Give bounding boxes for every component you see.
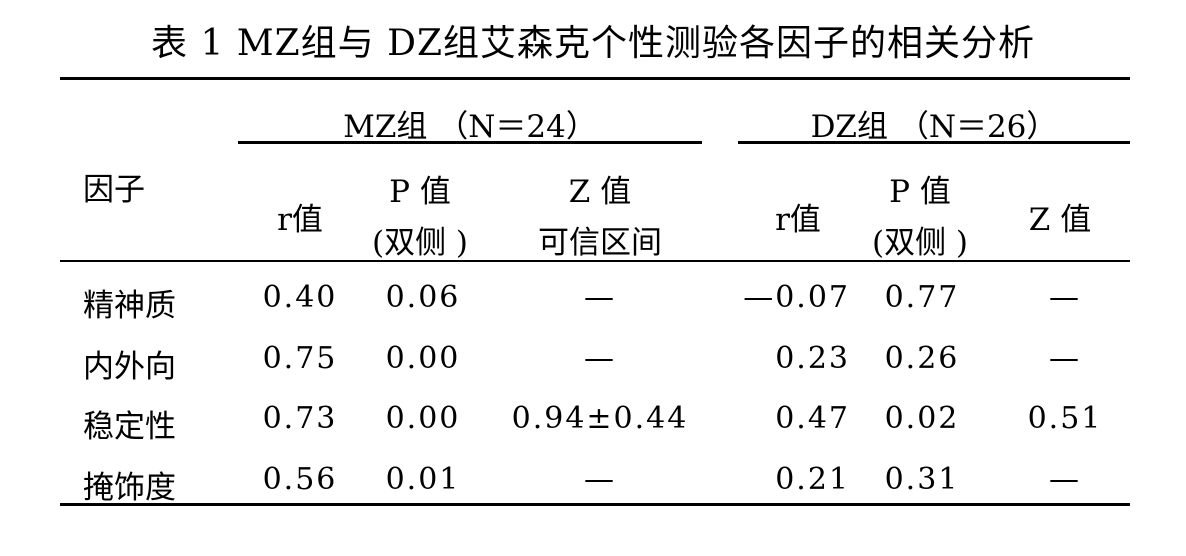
group-rule-mz [238, 141, 702, 144]
col-header-mz-z-line1: Z 值 [568, 174, 632, 210]
cell-dz-r: 0.47 [775, 401, 850, 436]
cell-mz-p: 0.00 [385, 401, 461, 436]
col-header-dz-p-line1: P 值 [889, 174, 951, 210]
header-rule [60, 260, 1130, 262]
col-header-mz-p-line1: P 值 [389, 174, 451, 210]
cell-dz-z: — [1049, 280, 1081, 315]
row-factor: 掩饰度 [83, 470, 176, 506]
cell-mz-r: 0.75 [262, 341, 338, 376]
row-factor: 内外向 [83, 349, 176, 385]
group-header-dz: DZ组 （N＝26） [810, 109, 1058, 145]
top-rule [60, 77, 1130, 80]
row-header-factor: 因子 [83, 172, 145, 208]
cell-dz-p: 0.77 [884, 280, 960, 315]
group-header-mz: MZ组 （N＝24） [343, 109, 597, 145]
table-title: 表 1 MZ组与 DZ组艾森克个性测验各因子的相关分析 [151, 23, 1035, 64]
cell-mz-r: 0.56 [262, 462, 338, 497]
cell-dz-z: 0.51 [1027, 401, 1103, 436]
cell-mz-p: 0.00 [385, 341, 461, 376]
cell-dz-p: 0.02 [884, 401, 960, 436]
row-factor: 稳定性 [83, 409, 176, 445]
cell-mz-p: 0.01 [385, 462, 461, 497]
cell-dz-z: — [1049, 341, 1081, 376]
col-header-mz-z-line2: 可信区间 [538, 225, 662, 261]
cell-dz-r: 0.21 [775, 462, 850, 497]
row-factor: 精神质 [83, 288, 176, 324]
col-header-dz-p-line2: (双侧 ) [871, 225, 969, 261]
cell-mz-z: — [584, 462, 616, 497]
col-header-dz-r: r值 [775, 202, 821, 238]
cell-mz-r: 0.40 [262, 280, 338, 315]
cell-dz-z: — [1049, 462, 1081, 497]
col-header-mz-r: r值 [277, 202, 323, 238]
cell-mz-z: — [584, 280, 616, 315]
col-header-dz-z: Z 值 [1028, 202, 1092, 238]
cell-mz-z: 0.94±0.44 [511, 401, 689, 436]
group-rule-dz [738, 141, 1130, 144]
bottom-rule [60, 503, 1130, 506]
cell-dz-p: 0.31 [884, 462, 960, 497]
cell-mz-z: — [584, 341, 616, 376]
cell-dz-p: 0.26 [884, 341, 960, 376]
col-header-mz-p-line2: (双侧 ) [371, 225, 469, 261]
cell-mz-p: 0.06 [385, 280, 461, 315]
cell-mz-r: 0.73 [262, 401, 338, 436]
cell-dz-r: 0.23 [775, 341, 850, 376]
cell-dz-r: —0.07 [743, 280, 850, 315]
